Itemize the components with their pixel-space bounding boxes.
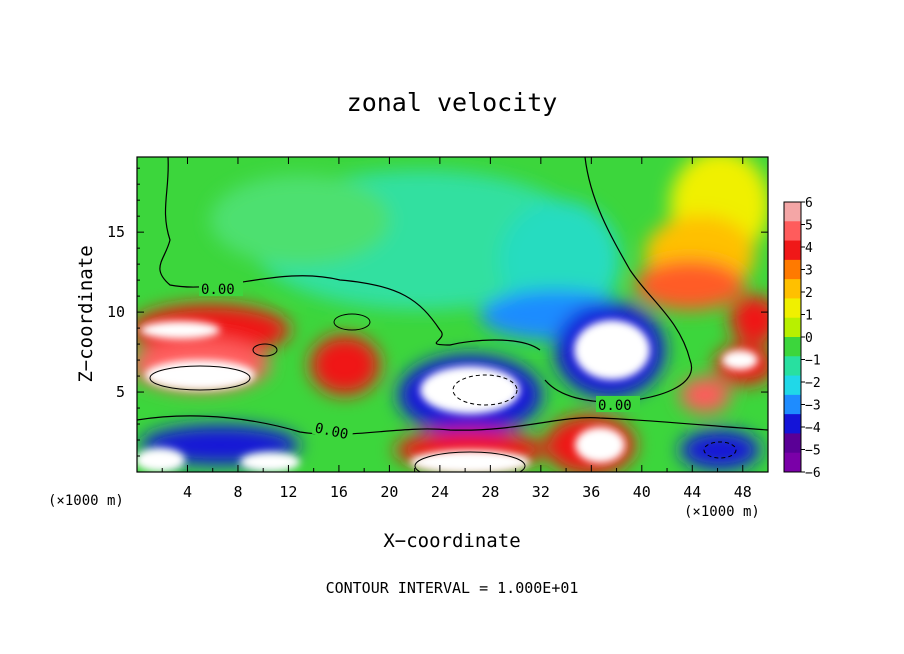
contour-label-bg-2	[596, 396, 640, 412]
y-axis-label: Z−coordinate	[75, 245, 97, 382]
colorbar-swatch	[784, 221, 801, 242]
colorbar-swatch	[784, 259, 801, 280]
colorbar: 6 5 4 3 2 1 0 −1 −2 −3 −4 −5 −6	[783, 196, 821, 481]
closed-contour-2	[452, 374, 518, 406]
x-axis-label: X−coordinate	[383, 530, 520, 552]
contour-label-3: 0.00	[313, 420, 349, 443]
y-tick-label: 15	[107, 223, 125, 241]
colorbar-tick-label: −2	[805, 376, 821, 391]
contour-label-group: 0.00 0.00 0.00	[199, 280, 640, 443]
x-tick-label: 12	[279, 483, 297, 501]
y-tick-label: 5	[116, 383, 125, 401]
plot-frame	[136, 156, 769, 473]
colorbar-swatch	[784, 317, 801, 338]
x-tick-label: 36	[582, 483, 600, 501]
colorbar-swatch	[784, 375, 801, 396]
x-tick-label: 20	[380, 483, 398, 501]
chart-title: zonal velocity	[346, 88, 558, 117]
colorbar-tick-label: 4	[805, 241, 813, 256]
x-tick-label: 44	[683, 483, 701, 501]
x-axis: 4 8 12 16 20 24 28 32 36 40 44 48	[161, 157, 752, 501]
colorbar-swatch	[784, 202, 801, 222]
contour-label-bg-1	[199, 280, 243, 296]
colorbar-tick-label: 3	[805, 264, 813, 279]
colorbar-tick-label: −3	[805, 399, 821, 414]
heatmap-field	[137, 157, 768, 472]
colorbar-swatch	[784, 298, 801, 319]
x-unit-left: (×1000 m)	[48, 493, 124, 509]
contour-label-bg-3	[311, 418, 355, 442]
colorbar-swatch	[784, 337, 801, 357]
x-tick-label: 48	[734, 483, 752, 501]
x-tick-label: 32	[532, 483, 550, 501]
colorbar-tick-label: −1	[805, 354, 821, 369]
closed-contour-4	[252, 343, 278, 357]
colorbar-swatch	[784, 240, 801, 261]
closed-contour-1	[149, 365, 251, 391]
y-tick-label: 10	[107, 303, 125, 321]
colorbar-tick-label: 0	[805, 331, 813, 346]
colorbar-tick-label: −5	[805, 444, 821, 459]
x-tick-label: 16	[330, 483, 348, 501]
colorbar-tick-label: 1	[805, 309, 813, 324]
zero-contour-lower	[137, 415, 768, 435]
x-tick-label: 8	[233, 483, 242, 501]
colorbar-swatch	[784, 356, 801, 377]
contour-label-1: 0.00	[201, 282, 235, 298]
x-tick-label: 28	[481, 483, 499, 501]
y-axis: 5 10 15	[107, 167, 768, 457]
colorbar-swatch	[784, 279, 801, 299]
colorbar-tick-label: −4	[805, 421, 821, 436]
colorbar-swatch	[784, 452, 801, 473]
colorbar-tick-label: 2	[805, 286, 813, 301]
colorbar-tick-label: 6	[805, 196, 813, 211]
x-unit-right: (×1000 m)	[684, 504, 760, 520]
x-tick-label: 24	[431, 483, 449, 501]
field-highlights	[137, 320, 758, 472]
contour-label-2: 0.00	[598, 398, 632, 414]
x-tick-label: 4	[183, 483, 192, 501]
colorbar-tick-label: −6	[805, 466, 821, 481]
colorbar-swatch	[784, 433, 801, 454]
x-tick-label: 40	[633, 483, 651, 501]
closed-contour-5	[703, 441, 737, 459]
colorbar-tick-label: 5	[805, 219, 813, 234]
zero-contour-upper	[159, 157, 541, 351]
closed-contour-6	[414, 451, 526, 472]
colorbar-swatch	[784, 394, 801, 415]
contour-interval-note: CONTOUR INTERVAL = 1.000E+01	[326, 579, 579, 597]
colorbar-swatch	[784, 414, 801, 434]
closed-contour-3	[333, 313, 371, 331]
